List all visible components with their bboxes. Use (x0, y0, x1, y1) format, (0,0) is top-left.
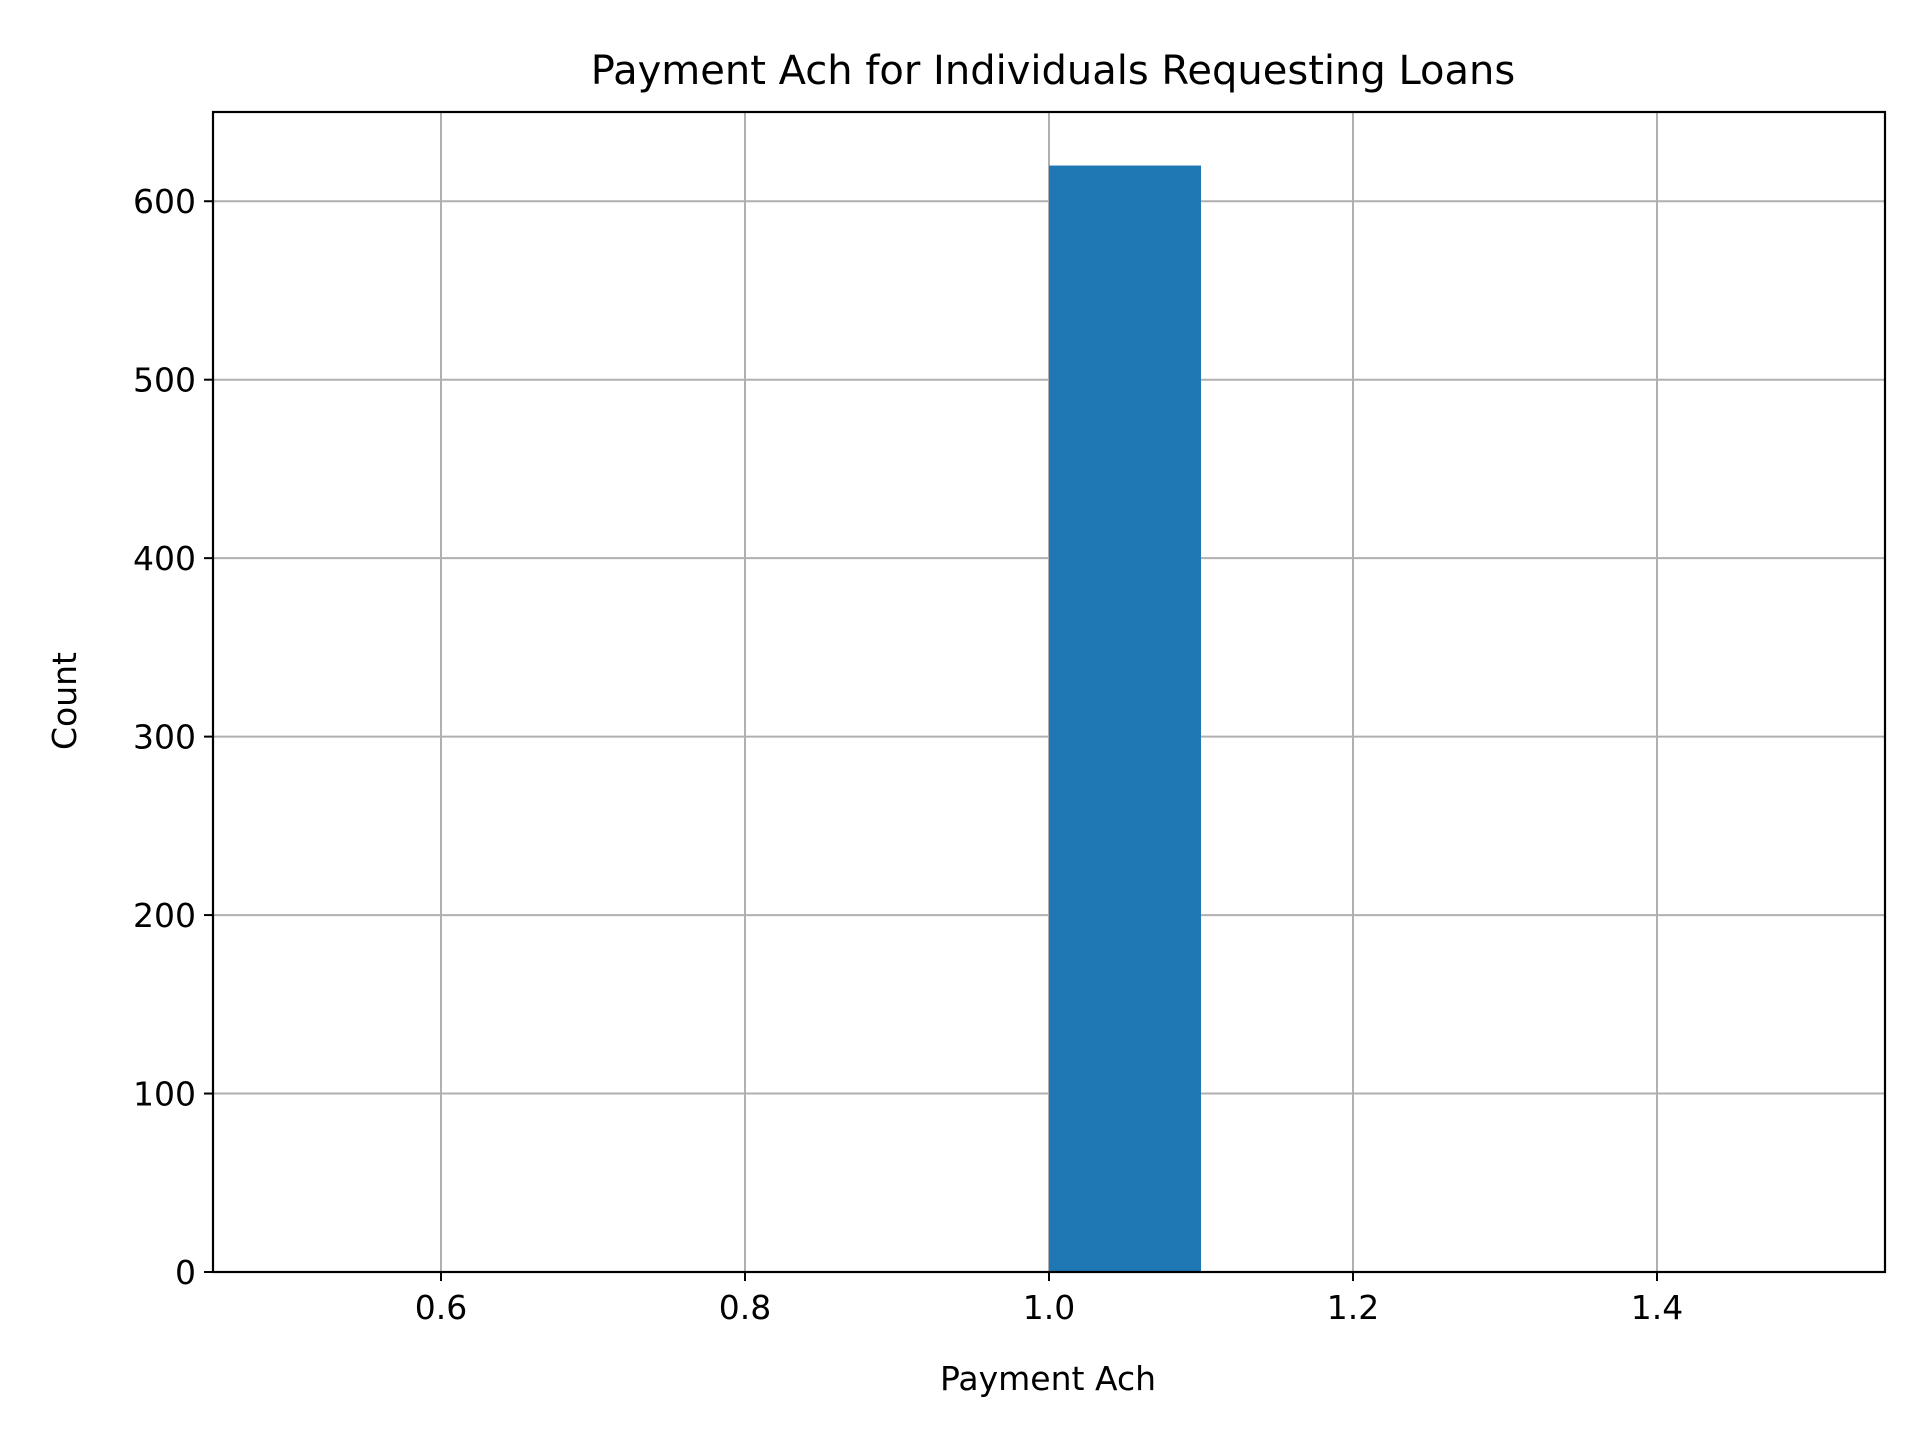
y-tick-label: 200 (133, 896, 196, 935)
y-tick-label: 100 (133, 1075, 196, 1114)
x-tick-label: 1.2 (1327, 1288, 1379, 1327)
y-tick-label: 0 (175, 1253, 196, 1292)
y-axis-label: Count (45, 652, 84, 750)
x-tick-label: 0.8 (719, 1288, 771, 1327)
ticks: 0.6 0.8 1.0 1.2 1.4 0 100 200 300 400 500 600 (133, 182, 1683, 1327)
y-tick-label: 500 (133, 361, 196, 400)
histogram-bar (1049, 165, 1201, 1273)
y-tick-label: 400 (133, 539, 196, 578)
x-axis-label: Payment Ach (940, 1359, 1156, 1398)
chart-title: Payment Ach for Individuals Requesting L… (591, 48, 1515, 94)
x-tick-label: 1.0 (1023, 1288, 1075, 1327)
y-tick-label: 300 (133, 718, 196, 757)
x-tick-label: 0.6 (415, 1288, 467, 1327)
y-tick-label: 600 (133, 182, 196, 221)
bars (1049, 165, 1201, 1273)
x-tick-label: 1.4 (1631, 1288, 1683, 1327)
